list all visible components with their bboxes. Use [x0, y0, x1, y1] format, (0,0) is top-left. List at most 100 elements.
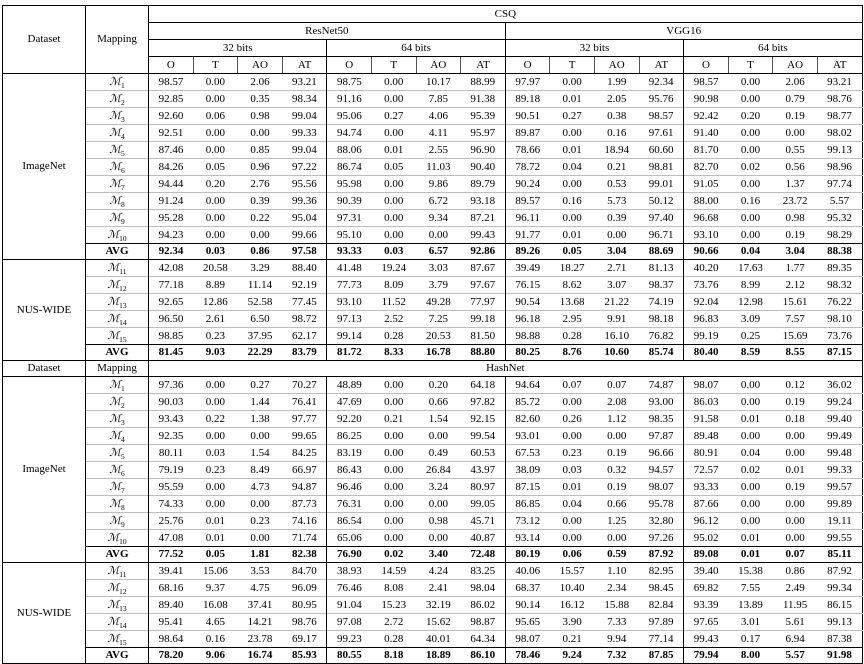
value-cell: 0.27	[237, 376, 283, 394]
value-cell: 0.23	[193, 327, 238, 345]
value-cell: 50.12	[639, 192, 684, 210]
mapping-label: ℳ13	[85, 293, 149, 311]
value-cell: 0.00	[728, 124, 773, 142]
value-cell: 7.32	[594, 647, 640, 664]
value-cell: 0.21	[549, 630, 595, 648]
value-cell: 9.03	[193, 344, 238, 361]
table-row: ℳ15 98.64 0.16 23.78 69.17 99.23 0.28 40.01 64.3…	[3, 630, 863, 648]
value-cell: 0.00	[728, 175, 773, 193]
value-cell: 20.58	[193, 259, 238, 277]
header-row-network: ResNet50 VGG16	[3, 22, 863, 40]
table-header: Dataset Mapping CSQ ResNet50 VGG16 32 bits 64 …	[2, 5, 863, 74]
mapping-symbol: ℳ	[107, 598, 120, 611]
header-row-hashnet: Dataset Mapping HashNet	[2, 360, 863, 377]
value-cell: 99.57	[817, 478, 863, 496]
header-method-csq: CSQ	[148, 5, 863, 23]
value-cell: 74.33	[148, 495, 194, 513]
value-cell: 84.25	[282, 444, 327, 462]
value-cell: 91.58	[683, 410, 729, 428]
header-metric-o: O	[326, 56, 372, 74]
mapping-label: ℳ14	[85, 613, 149, 631]
value-cell: 0.02	[728, 158, 773, 176]
table-row: ℳ4 92.35 0.00 0.00 99.65 86.25 0.00 0.00 99.54 93…	[3, 427, 863, 445]
value-cell: 0.04	[549, 158, 595, 176]
value-cell: 0.07	[772, 546, 818, 563]
value-cell: 0.19	[772, 226, 818, 244]
value-cell: 3.29	[237, 259, 283, 277]
mapping-label: AVG	[85, 243, 149, 260]
value-cell: 1.10	[594, 562, 640, 580]
value-cell: 82.95	[639, 562, 684, 580]
value-cell: 90.51	[504, 107, 550, 125]
mapping-symbol: ℳ	[109, 378, 121, 391]
value-cell: 0.23	[193, 461, 238, 479]
avg-label: AVG	[105, 548, 129, 560]
mapping-symbol: ℳ	[109, 463, 121, 476]
mapping-symbol: ℳ	[109, 194, 121, 207]
value-cell: 97.97	[504, 73, 550, 91]
mapping-subscript: 7	[121, 486, 125, 496]
value-cell: 0.27	[549, 107, 595, 125]
value-cell: 72.57	[683, 461, 729, 479]
mapping-label: ℳ5	[85, 444, 149, 462]
value-cell: 15.57	[549, 562, 595, 580]
value-cell: 95.06	[326, 107, 372, 125]
value-cell: 0.98	[772, 209, 818, 227]
value-cell: 90.03	[148, 393, 194, 411]
value-cell: 11.14	[237, 276, 283, 294]
value-cell: 99.34	[817, 579, 863, 597]
value-cell: 0.03	[549, 461, 595, 479]
mapping-symbol: ℳ	[109, 75, 121, 88]
value-cell: 0.12	[772, 376, 818, 394]
value-cell: 5.73	[594, 192, 640, 210]
table-row: ℳ14 96.50 2.61 6.50 98.72 97.13 2.52 7.25 99.18 9…	[3, 310, 863, 328]
value-cell: 0.53	[594, 175, 640, 193]
value-cell: 1.99	[607, 75, 627, 88]
value-cell: 15.88	[594, 596, 640, 614]
value-cell: 0.00	[728, 512, 773, 530]
value-cell: 16.78	[416, 344, 461, 361]
value-cell: 1.54	[237, 444, 283, 462]
value-cell: 0.00	[416, 529, 461, 547]
value-cell: 0.00	[193, 478, 238, 496]
mapping-symbol: ℳ	[107, 278, 120, 291]
mapping-symbol: ℳ	[107, 564, 120, 577]
value-cell: 0.00	[728, 209, 773, 227]
header-metric-at: AT	[281, 56, 327, 74]
value-cell: 88.06	[326, 141, 372, 159]
value-cell: 0.01	[193, 529, 238, 547]
value-cell: 0.00	[416, 495, 461, 513]
value-cell: 15.38	[728, 562, 773, 580]
value-cell: 80.95	[282, 596, 327, 614]
value-cell: 93.10	[326, 293, 372, 311]
value-cell: 0.01	[728, 410, 773, 428]
value-cell: 0.25	[728, 327, 773, 345]
value-cell: 1.44	[237, 393, 283, 411]
value-cell: 89.87	[504, 124, 550, 142]
value-cell: 87.85	[639, 647, 684, 664]
value-cell: 0.22	[237, 209, 283, 227]
value-cell: 90.98	[683, 90, 729, 108]
mapping-subscript: 7	[121, 183, 125, 193]
value-cell: 8.08	[371, 579, 417, 597]
value-cell: 0.66	[594, 495, 640, 513]
value-cell: 2.06	[785, 75, 805, 88]
value-cell: 3.09	[728, 310, 773, 328]
value-cell: 0.00	[371, 512, 417, 530]
mapping-label: ℳ2	[85, 90, 149, 108]
mapping-subscript: 5	[121, 452, 125, 462]
value-cell: 19.11	[817, 512, 863, 530]
value-cell: 98.64	[148, 630, 194, 648]
value-cell: 82.70	[683, 158, 729, 176]
value-cell: 0.06	[193, 107, 238, 125]
value-cell: 98.32	[817, 276, 863, 294]
value-cell: 0.22	[193, 410, 238, 428]
value-cell: 89.40	[148, 596, 194, 614]
value-cell: 94.44	[148, 175, 194, 193]
value-cell: 16.10	[594, 327, 640, 345]
value-cell: 0.00	[371, 376, 417, 394]
value-cell: 93.18	[460, 192, 506, 210]
value-cell: 3.90	[549, 613, 595, 631]
value-cell: 79.19	[148, 461, 194, 479]
value-cell: 0.66	[416, 393, 461, 411]
